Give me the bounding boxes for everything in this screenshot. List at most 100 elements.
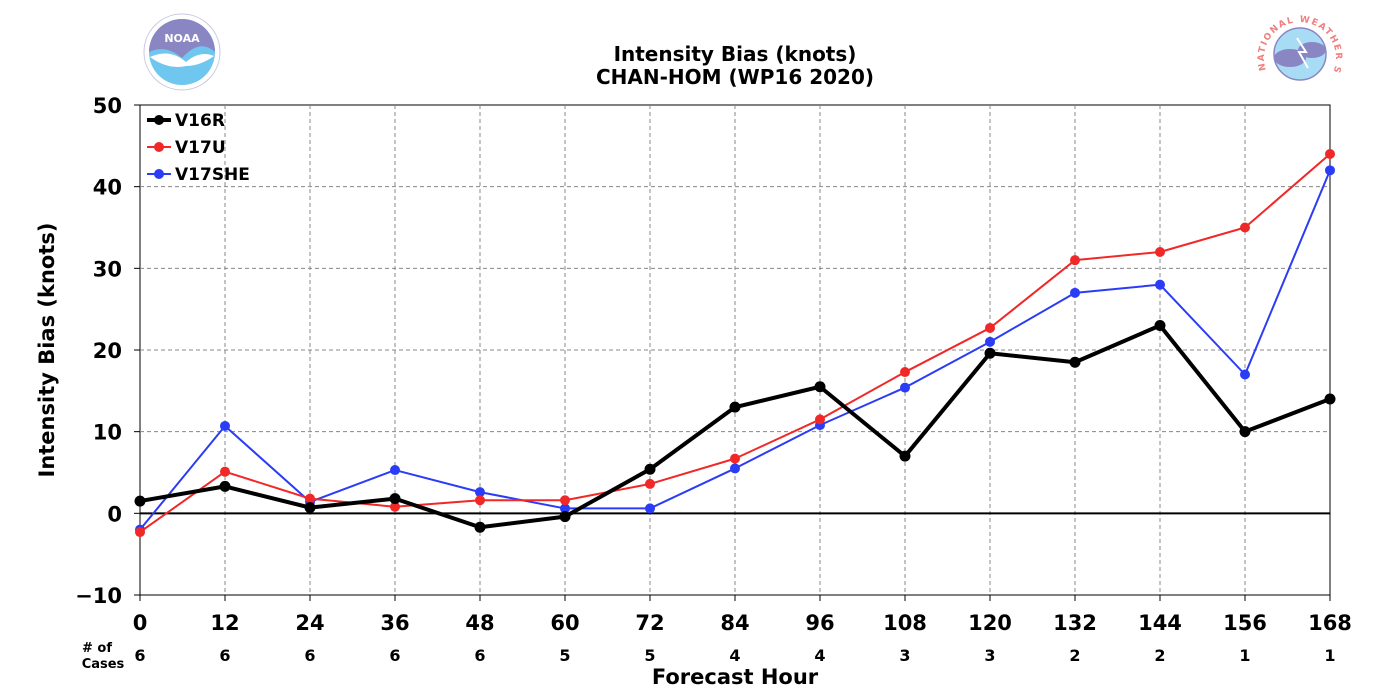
data-point-v17she [1070, 287, 1080, 298]
x-tick-label: 120 [968, 611, 1012, 635]
cases-label-line2: Cases [82, 657, 125, 672]
data-point-v17u [985, 322, 995, 333]
data-point-v17she [730, 463, 740, 474]
data-point-v17u [900, 367, 910, 378]
data-point-v16r [219, 480, 231, 492]
data-point-v17she [1325, 165, 1335, 176]
data-point-v16r [134, 495, 146, 507]
data-point-v17u [135, 527, 145, 538]
data-point-v16r [474, 521, 486, 533]
data-point-v17u [1155, 247, 1165, 257]
legend-marker-v16r [154, 115, 164, 125]
case-count: 4 [729, 646, 740, 665]
case-count: 6 [219, 646, 230, 665]
case-count: 1 [1239, 646, 1250, 665]
legend-marker-v17she [154, 169, 164, 179]
y-tick-label: 20 [93, 339, 122, 363]
x-tick-label: 12 [210, 611, 239, 635]
data-point-v17u [305, 493, 315, 504]
y-tick-label: 50 [93, 94, 122, 118]
data-point-v16r [304, 502, 316, 514]
data-point-v17u [475, 495, 485, 506]
x-tick-label: 0 [133, 611, 148, 635]
y-tick-labels: −10 0 10 20 30 40 50 [75, 94, 140, 608]
case-count: 5 [644, 646, 655, 665]
cases-label-line1: # of [82, 641, 112, 656]
case-count: 2 [1069, 646, 1080, 665]
chart-title: Intensity Bias (knots) [614, 42, 857, 66]
case-count: 1 [1324, 646, 1335, 665]
case-count: 6 [134, 646, 145, 665]
case-counts: 6 6 6 6 6 5 5 4 4 3 3 2 2 1 1 [134, 646, 1335, 665]
case-count: 6 [304, 646, 315, 665]
y-tick-label: 30 [93, 257, 122, 281]
legend-marker-v17u [154, 142, 164, 152]
data-point-v17she [220, 420, 230, 431]
data-point-v16r [899, 450, 911, 462]
data-point-v17u [645, 478, 655, 489]
y-tick-label: −10 [75, 584, 122, 608]
case-count: 2 [1154, 646, 1165, 665]
data-point-v17she [900, 382, 910, 393]
case-count: 5 [559, 646, 570, 665]
x-tick-label: 108 [883, 611, 927, 635]
x-tick-label: 168 [1308, 611, 1352, 635]
data-point-v16r [389, 493, 401, 505]
x-tick-label: 144 [1138, 611, 1182, 635]
data-point-v17u [560, 495, 570, 506]
data-point-v17u [390, 501, 400, 512]
case-count: 3 [984, 646, 995, 665]
plot-area [134, 104, 1336, 596]
data-point-v17she [475, 487, 485, 498]
x-tick-labels: 0 12 24 36 48 60 72 84 96 108 120 132 144 156 168 [133, 595, 1352, 635]
data-point-v16r [1154, 320, 1166, 331]
data-point-v17u [1325, 149, 1335, 159]
data-point-v17u [1240, 222, 1250, 233]
data-point-v16r [1324, 393, 1336, 405]
x-tick-label: 36 [380, 611, 409, 635]
data-point-v17she [985, 336, 995, 347]
data-point-v17u [815, 414, 825, 425]
legend: V16R V17U V17SHE [147, 111, 250, 185]
data-point-v17u [730, 453, 740, 464]
data-point-v16r [1239, 426, 1251, 438]
case-count: 4 [814, 646, 825, 665]
series-line-v16r [139, 323, 1331, 530]
data-point-v17she [560, 503, 570, 514]
y-tick-label: 10 [93, 421, 122, 445]
x-tick-label: 60 [550, 611, 579, 635]
chart-subtitle: CHAN-HOM (WP16 2020) [596, 65, 874, 89]
x-tick-label: 132 [1053, 611, 1097, 635]
x-tick-label: 156 [1223, 611, 1267, 635]
noaa-logo-text: NOAA [164, 32, 200, 45]
series-group [134, 149, 1336, 538]
data-point-v17u [220, 466, 230, 477]
x-tick-label: 24 [295, 611, 324, 635]
data-point-v16r [984, 347, 996, 359]
noaa-logo: NOAA [143, 13, 221, 91]
x-tick-label: 96 [805, 611, 834, 635]
x-axis-label: Forecast Hour [652, 665, 819, 689]
data-point-v17she [1240, 369, 1250, 380]
legend-label-v16r: V16R [175, 111, 225, 131]
case-count: 6 [474, 646, 485, 665]
data-point-v17she [1155, 279, 1165, 290]
data-point-v16r [644, 463, 656, 475]
case-count: 6 [389, 646, 400, 665]
y-axis-label: Intensity Bias (knots) [35, 223, 59, 478]
data-point-v16r [1069, 356, 1081, 368]
data-point-v16r [559, 511, 571, 523]
data-point-v17she [390, 465, 400, 476]
data-point-v17u [1070, 255, 1080, 266]
case-count: 3 [899, 646, 910, 665]
x-tick-label: 72 [635, 611, 664, 635]
data-point-v16r [729, 401, 741, 413]
x-tick-label: 84 [720, 611, 749, 635]
data-point-v16r [814, 381, 826, 393]
y-tick-label: 0 [107, 502, 122, 526]
data-point-v17she [645, 503, 655, 514]
legend-label-v17she: V17SHE [175, 165, 250, 185]
x-tick-label: 48 [465, 611, 494, 635]
y-tick-label: 40 [93, 176, 122, 200]
